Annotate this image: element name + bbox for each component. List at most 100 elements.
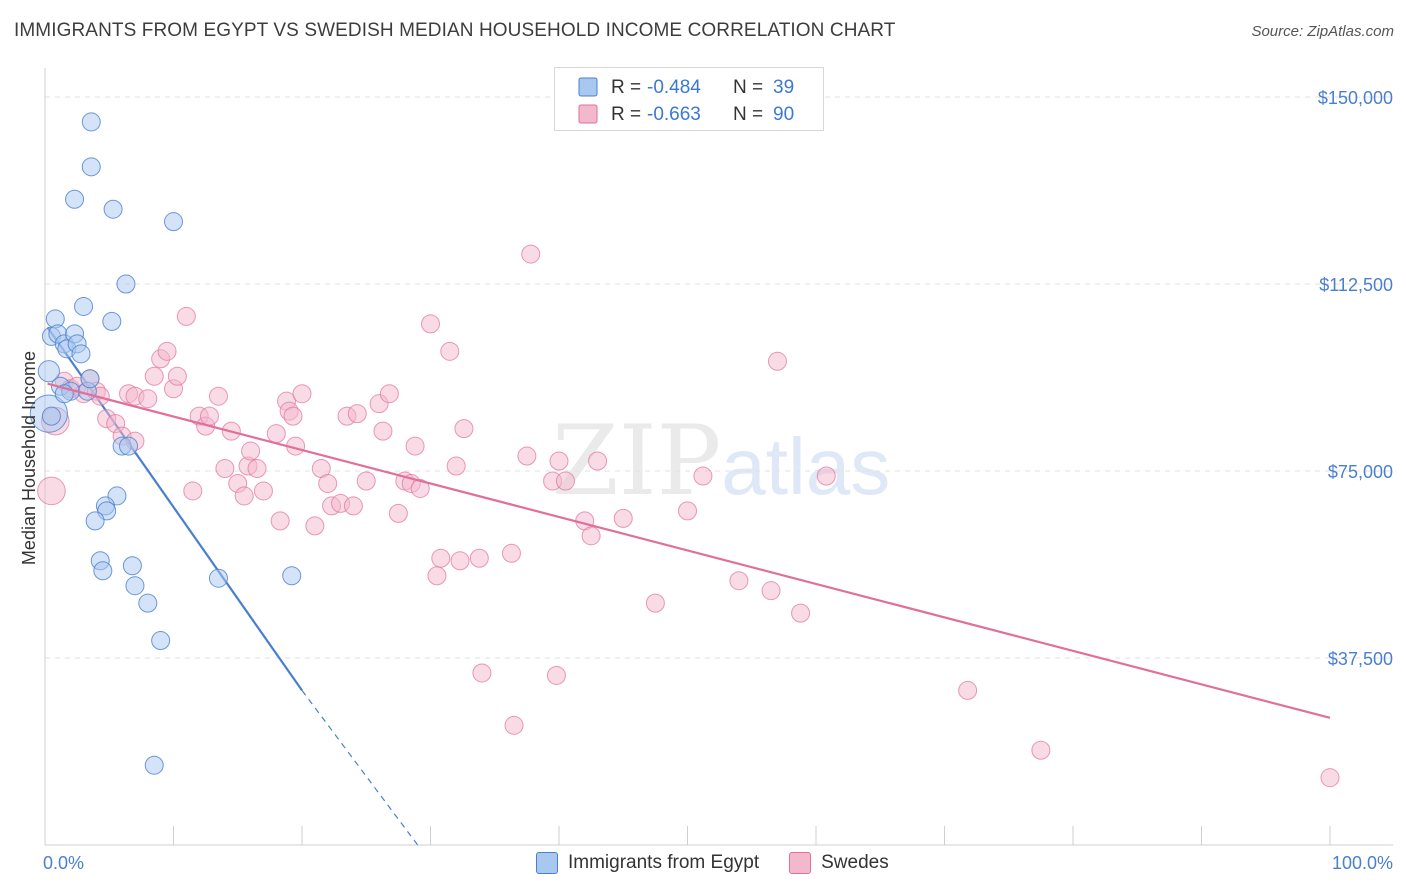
y-tick-label-2: $112,500 — [1319, 275, 1393, 295]
watermark: ZIPatlas — [552, 405, 890, 517]
swedes-point — [469, 548, 489, 568]
egypt-point — [81, 157, 101, 177]
x-tick-label-1: 100.0% — [1332, 853, 1393, 873]
y-tick-label-3: $150,000 — [1318, 88, 1393, 108]
egypt-point — [71, 344, 91, 364]
watermark-atlas: atlas — [721, 422, 891, 511]
swedes-point — [292, 384, 312, 404]
swedes-point — [318, 473, 338, 493]
legend-swatch-swedes — [578, 104, 598, 124]
swedes-points — [37, 244, 1340, 788]
swedes-point — [501, 543, 521, 563]
legend-r-label-1: R = — [611, 77, 641, 98]
bottom-legend: Immigrants from Egypt Swedes — [536, 852, 919, 874]
x-tick-label-0: 0.0% — [43, 853, 84, 873]
bottom-swatch-egypt — [536, 852, 558, 874]
legend: R = -0.484 N = 39 R = -0.663 N = 90 — [554, 67, 824, 131]
swedes-point — [767, 351, 787, 371]
legend-svg: R = -0.484 N = 39 R = -0.663 N = 90 — [578, 77, 794, 125]
egypt-point — [122, 556, 142, 576]
swedes-trend — [47, 382, 1331, 719]
egypt-trend-dashed — [301, 690, 419, 846]
bottom-legend-egypt: Immigrants from Egypt — [536, 852, 759, 874]
swedes-point — [208, 386, 228, 406]
swedes-point — [270, 511, 290, 531]
bottom-legend-egypt-label: Immigrants from Egypt — [568, 852, 760, 873]
swedes-trend-line — [47, 382, 1331, 719]
egypt-point — [208, 568, 228, 588]
swedes-point — [410, 478, 430, 498]
egypt-point — [102, 311, 122, 331]
swedes-point — [266, 424, 286, 444]
swedes-point — [373, 421, 393, 441]
egypt-point — [65, 189, 85, 209]
swedes-point — [379, 384, 399, 404]
egypt-point — [282, 566, 302, 586]
swedes-point — [343, 496, 363, 516]
swedes-point — [472, 663, 492, 683]
axes — [44, 68, 1393, 846]
y-axis-label: Median Household Income — [19, 351, 39, 565]
chart-title: IMMIGRANTS FROM EGYPT VS SWEDISH MEDIAN … — [14, 20, 896, 41]
egypt-point — [80, 369, 100, 389]
swedes-point — [144, 366, 164, 386]
swedes-point — [241, 441, 261, 461]
swedes-point — [958, 680, 978, 700]
legend-r-value-1: -0.484 — [647, 77, 701, 98]
egypt-point — [125, 576, 145, 596]
chart-source: Source: ZipAtlas.com — [1251, 23, 1394, 40]
egypt-points — [29, 112, 302, 775]
swedes-point — [517, 446, 537, 466]
tick-labels: $37,500 $75,000 $112,500 $150,000 0.0% 100.0% — [43, 88, 1393, 873]
legend-swatch-egypt — [578, 77, 598, 97]
legend-n-label-2: N = — [733, 104, 763, 125]
egypt-point — [85, 511, 105, 531]
egypt-point — [37, 360, 60, 383]
swedes-point — [305, 516, 325, 536]
swedes-point — [581, 526, 601, 546]
egypt-point — [119, 436, 139, 456]
y-tick-label-1: $75,000 — [1328, 462, 1393, 482]
swedes-point — [446, 456, 466, 476]
legend-n-value-2: 90 — [773, 104, 794, 125]
bottom-legend-swedes: Swedes — [789, 852, 889, 874]
swedes-point — [555, 471, 575, 491]
egypt-point — [144, 755, 164, 775]
swedes-point — [421, 314, 440, 334]
swedes-point — [549, 451, 569, 471]
swedes-point — [215, 459, 235, 479]
swedes-point — [450, 551, 470, 571]
legend-n-label-1: N = — [733, 77, 763, 98]
swedes-point — [454, 419, 474, 439]
swedes-point — [431, 548, 451, 568]
egypt-point — [103, 199, 123, 219]
egypt-point — [116, 274, 136, 294]
y-tick-label-0: $37,500 — [1328, 649, 1393, 669]
egypt-point — [138, 593, 158, 613]
swedes-point — [440, 341, 460, 361]
swedes-point — [427, 566, 447, 586]
gridlines — [45, 96, 1393, 659]
bottom-legend-swedes-label: Swedes — [821, 852, 889, 873]
swedes-point — [199, 406, 219, 426]
swedes-point — [504, 715, 524, 735]
swedes-point — [729, 571, 749, 591]
swedes-point — [1320, 768, 1340, 788]
egypt-point — [74, 296, 94, 316]
legend-r-label-2: R = — [611, 104, 641, 125]
egypt-point — [41, 406, 61, 426]
swedes-point — [546, 665, 566, 685]
egypt-point — [151, 631, 171, 651]
swedes-point — [157, 341, 177, 361]
egypt-point — [164, 212, 183, 232]
watermark-zip: ZIP — [552, 405, 722, 517]
bottom-swatch-swedes — [789, 852, 812, 874]
swedes-point — [678, 501, 697, 521]
swedes-point — [176, 306, 196, 326]
swedes-point — [588, 451, 608, 471]
swedes-point — [816, 466, 836, 486]
swedes-point — [234, 486, 254, 506]
egypt-point — [81, 112, 101, 132]
swedes-point — [247, 459, 267, 479]
